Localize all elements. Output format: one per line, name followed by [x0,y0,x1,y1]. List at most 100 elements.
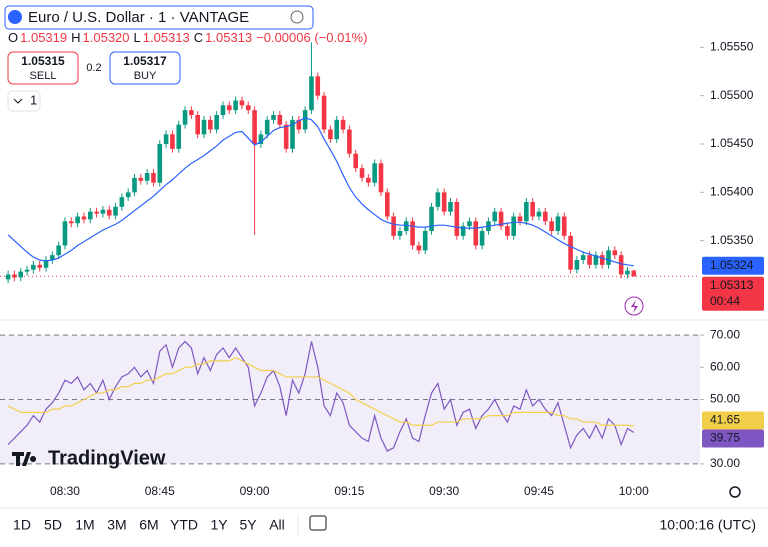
candle-body [410,221,415,246]
candle-body [283,124,289,149]
logo-text: TradingView [48,447,166,469]
candle-body [353,153,358,169]
alert-icon[interactable] [624,296,644,316]
indicator-value: 41.65 [710,413,740,427]
candle-body [606,250,611,265]
candle-body [372,163,377,183]
logo-mark [12,452,37,466]
candle-body [18,271,24,278]
ohlc-change: −0.00006 (−0.01%) [256,30,367,45]
candle-body [328,129,333,140]
candle-body [100,209,106,214]
range-button[interactable]: 6M [139,517,158,533]
candle-body [5,274,11,280]
candle-body [612,250,618,256]
ma-price-text: 1.05324 [710,258,754,272]
candle-body [195,115,200,135]
range-button[interactable]: 1Y [210,517,228,533]
sell-price: 1.05315 [21,54,65,68]
range-button[interactable]: All [269,517,285,533]
indicator-label [702,411,764,430]
ohlc-key: C [194,30,203,45]
candle-body [511,216,516,236]
spread: 0.2 [86,62,101,74]
candle-body [524,202,529,222]
x-tick-label: 09:00 [240,484,270,498]
settings-icon[interactable] [729,486,741,498]
plot: 1.05350 1.05400 1.05450 1.05500 1.05550 08:30… [0,40,764,498]
candle-body [151,173,156,183]
candle-body [625,270,630,275]
range-button[interactable]: 5D [44,517,62,533]
ma-price-label [702,256,764,275]
candle-body [62,221,68,246]
x-tick-label: 09:15 [334,484,364,498]
candle-body [258,134,264,144]
candle-body [505,226,510,236]
candle-body [422,231,428,251]
candle-body [378,163,384,193]
candle-body [359,168,365,178]
candle-body [429,206,434,231]
candle-body [385,192,390,217]
candle-body [106,209,112,216]
buy-price: 1.05317 [123,54,167,68]
candle-body [473,221,479,246]
candle-body [448,202,453,212]
candle-body [87,211,93,220]
ohlc-value: 1.05313 [143,30,190,45]
candle-body [227,105,232,111]
eye-icon[interactable] [290,10,304,24]
candle-body [239,100,245,106]
ohlc-value: 1.05320 [83,30,130,45]
interval-button[interactable] [7,90,41,112]
candle-body [245,105,251,111]
candle-body [182,110,188,125]
candle-body [290,119,295,149]
candle-body [517,216,523,222]
range-button[interactable]: YTD [170,517,198,533]
range-button[interactable]: 1M [75,517,94,533]
candle-body [460,226,466,236]
candle-body [599,255,605,265]
sell-button[interactable] [7,51,79,85]
candle-body [561,216,567,236]
range-button[interactable]: 1D [13,517,31,533]
candle-body [132,177,137,193]
candle-body [309,76,314,111]
candle-body [340,119,346,130]
replay-icon[interactable] [309,515,327,531]
symbol-box[interactable] [4,5,314,30]
candle-body [75,216,80,224]
y-tick-label: 1.05400 [710,185,754,199]
indicator-value: 39.75 [710,431,740,445]
candle-body [454,202,460,236]
candle-body [467,221,472,227]
range-button[interactable]: 5Y [239,517,257,533]
candle-body [201,119,207,135]
ohlc-legend: O 1.05319 H 1.05320 L 1.05313 C 1.05313 −0.00006… [8,30,367,45]
chevron-icon [13,98,23,104]
indicator-line [7,340,635,452]
candle-body [416,245,422,251]
lightning [631,300,638,313]
range-button[interactable]: 3M [107,517,126,533]
candle-body [347,129,352,154]
countdown: 00:44 [710,294,740,308]
buy-button[interactable] [109,51,181,85]
candle-body [334,119,340,140]
ohlc-key: O [8,30,18,45]
candle-body [144,173,150,181]
indicator-line [7,356,634,427]
sell-label: SELL [30,70,57,82]
x-tick-label: 09:45 [524,484,554,498]
candle-body [568,235,573,270]
x-tick-label: 09:30 [429,484,459,498]
candle-body [435,192,441,207]
x-tick-label: 08:45 [145,484,175,498]
candle-body [498,211,504,227]
candle-body [479,231,485,246]
y-tick-label: 50.00 [710,392,740,406]
